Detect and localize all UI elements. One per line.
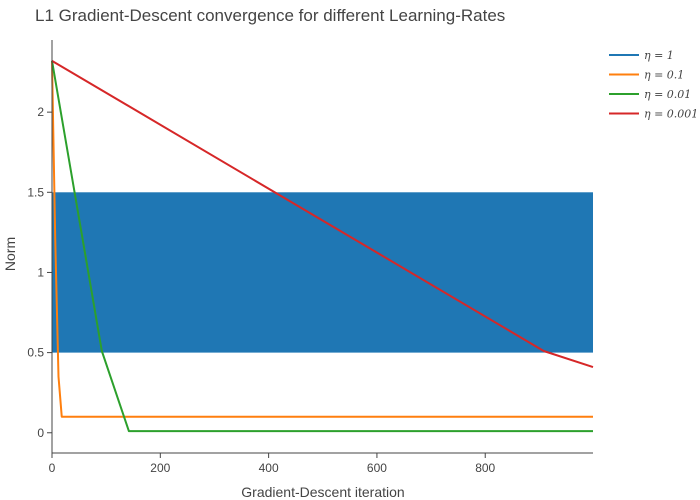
chart-title: L1 Gradient-Descent convergence for diff… <box>35 6 505 25</box>
x-axis-title: Gradient-Descent iteration <box>241 484 404 500</box>
y-axis-title: Norm <box>2 237 18 271</box>
x-tick-label: 200 <box>150 461 170 475</box>
legend-item[interactable]: η = 0.01 <box>609 88 691 101</box>
x-tick-label: 600 <box>367 461 387 475</box>
legend-label: η = 1 <box>644 49 674 62</box>
series-line-1 <box>51 60 593 418</box>
legend-label: η = 0.001 <box>644 108 698 121</box>
legend-item[interactable]: η = 0.001 <box>609 108 698 121</box>
y-tick-label: 0.5 <box>27 346 44 360</box>
series-band-eta-1 <box>52 192 593 353</box>
legend-item[interactable]: η = 1 <box>609 49 674 62</box>
series-line-2 <box>51 60 593 433</box>
y-tick-label: 2 <box>37 105 44 119</box>
legend[interactable]: η = 1 η = 0.1 η = 0.01 η = 0.001 <box>609 49 698 121</box>
y-tick-label: 0 <box>37 426 44 440</box>
y-tick-label: 1 <box>37 265 44 279</box>
axes: 0 200 400 600 800 0 0.5 1 1.5 2 <box>27 40 593 475</box>
series-line-3 <box>51 59 594 368</box>
y-tick-label: 1.5 <box>27 185 44 199</box>
legend-label: η = 0.01 <box>644 88 691 101</box>
x-tick-label: 800 <box>475 461 495 475</box>
x-tick-label: 400 <box>259 461 279 475</box>
legend-item[interactable]: η = 0.1 <box>609 69 684 82</box>
legend-label: η = 0.1 <box>644 69 684 82</box>
x-tick-label: 0 <box>49 461 56 475</box>
plot-area <box>51 59 594 433</box>
